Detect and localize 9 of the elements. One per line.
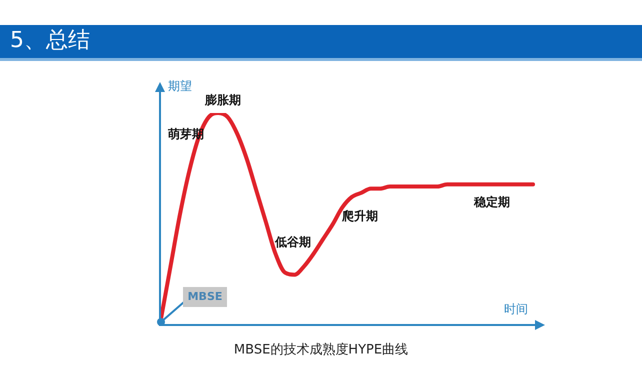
annotation: 稳定期 (473, 195, 510, 210)
y-axis-title: 期望 (168, 79, 192, 94)
chart-title: 5、总结 (10, 27, 90, 55)
annotation: MBSE (188, 290, 222, 303)
text: 膨胀期 (204, 93, 241, 108)
text: MBSE的技术成熟度HYPE曲线 (234, 341, 408, 358)
annotation: 爬升期 (341, 209, 378, 224)
annotation: 低谷期 (274, 235, 311, 250)
x-axis-title: 时间 (504, 302, 528, 316)
